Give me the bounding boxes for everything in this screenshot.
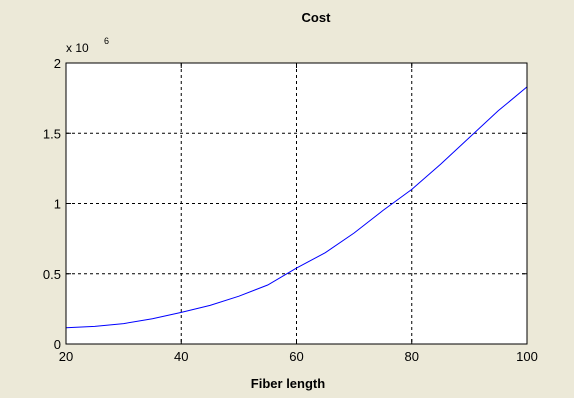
cost-series-line <box>65 86 528 329</box>
chart-title: Cost <box>302 10 332 25</box>
series-layer <box>65 86 528 329</box>
x-tick-label: 100 <box>516 349 538 364</box>
y-tick-label: 1.5 <box>43 126 61 141</box>
y-exponent-power: 6 <box>104 36 109 46</box>
y-tick-label: 0.5 <box>43 267 61 282</box>
y-tick-label: 1 <box>54 197 61 212</box>
x-tick-labels: 20 40 60 80 100 <box>59 349 538 364</box>
grid-lines <box>66 63 527 344</box>
y-exponent-base: x 10 <box>66 41 89 55</box>
y-tick-label: 0 <box>54 337 61 352</box>
x-tick-label: 60 <box>289 349 303 364</box>
y-tick-labels: 0 0.5 1 1.5 2 <box>43 56 61 352</box>
x-axis-label: Fiber length <box>251 376 325 391</box>
x-tick-label: 40 <box>174 349 188 364</box>
tick-marks <box>65 62 528 345</box>
y-exponent-label: x 10 6 <box>66 36 109 55</box>
x-tick-label: 80 <box>405 349 419 364</box>
x-tick-label: 20 <box>59 349 73 364</box>
y-tick-label: 2 <box>54 56 61 71</box>
